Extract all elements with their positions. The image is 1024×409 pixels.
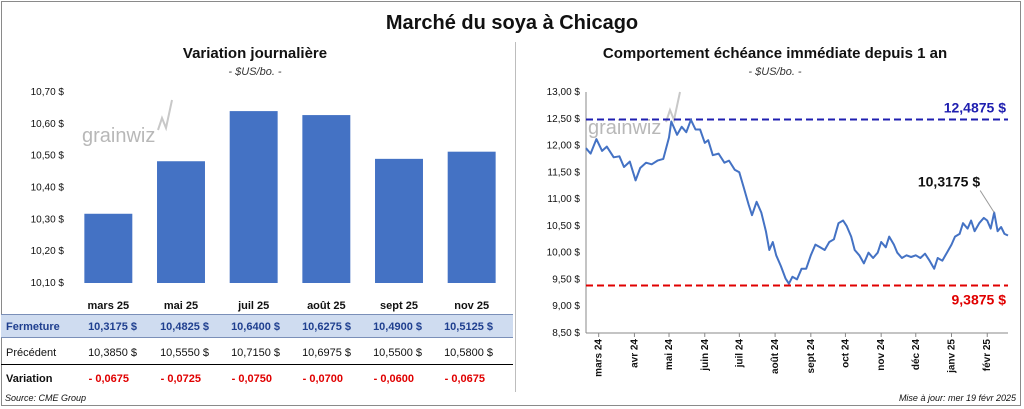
y-tick-label: 10,10 $ [31,278,65,289]
watermark-mark-icon [157,99,173,132]
watermark-text: grainwiz [588,117,661,139]
table-cell: - 0,0600 [373,373,414,385]
table-row-precedent: Précédent 10,3850 $ 10,5550 $ 10,7150 $ … [1,341,513,365]
table-cell: 10,5125 $ [444,321,493,333]
table-cell: - 0,0700 [302,373,343,385]
table-cell: 10,5800 $ [444,347,493,359]
y-tick-label: 10,00 $ [547,248,581,259]
y-tick-label: 8,50 $ [552,328,580,339]
table-cell: 10,4825 $ [160,321,209,333]
bar [157,161,205,283]
y-tick-label: 13,00 $ [547,87,581,98]
row-label: Fermeture [6,321,60,333]
watermark-mark-icon [665,91,681,124]
watermark-text: grainwiz [82,125,155,147]
bar [302,115,351,284]
y-tick-label: 10,70 $ [31,87,65,98]
x-tick-label: déc 24 [911,339,922,371]
x-tick-label: janv 25 [947,339,958,374]
y-tick-label: 10,30 $ [31,214,65,225]
category-label: mars 25 [88,300,130,312]
table-cell: - 0,0725 [160,373,201,385]
y-tick-label: 12,50 $ [547,114,581,125]
table-cell: 10,6275 $ [302,321,351,333]
table-row-fermeture: Fermeture 10,3175 $ 10,4825 $ 10,6400 $ … [1,314,513,338]
category-label: mai 25 [164,300,198,312]
category-label: sept 25 [380,300,418,312]
table-cell: 10,5500 $ [373,347,422,359]
bar-chart: 10,10 $ 10,20 $ 10,30 $ 10,40 $ 10,50 $ 10,60… [31,87,496,312]
x-tick-label: juin 24 [700,339,711,372]
y-tick-label: 9,50 $ [552,274,580,285]
high-reference-label: 12,4875 $ [944,99,1006,115]
table-cell: 10,6975 $ [302,347,351,359]
left-panel-title: Variation journalière [182,45,328,62]
bar [84,213,133,283]
right-panel-subtitle: - $US/bo. - [748,66,802,78]
table-cell: - 0,0675 [444,373,485,385]
table-cell: 10,6400 $ [231,321,280,333]
y-tick-label: 9,00 $ [552,301,580,312]
y-tick-label: 10,50 $ [547,221,581,232]
bar [375,158,423,283]
left-panel-subtitle: - $US/bo. - [228,66,282,78]
y-tick-label: 12,00 $ [547,141,581,152]
table-cell: - 0,0750 [231,373,272,385]
update-note: Mise à jour: mer 19 févr 2025 [898,393,1016,403]
panel-divider [515,42,516,392]
x-tick-label: sept 24 [806,339,817,374]
right-panel-title: Comportement échéance immédiate depuis 1… [602,45,948,62]
x-tick-label: févr 25 [982,339,993,372]
y-tick-label: 10,50 $ [31,151,65,162]
low-reference-label: 9,3875 $ [952,291,1007,307]
bar [447,151,496,283]
x-tick-label: août 24 [770,339,781,374]
y-tick-label: 10,20 $ [31,246,65,257]
y-tick-label: 11,50 $ [547,167,580,178]
y-tick-label: 11,00 $ [547,194,580,205]
x-tick-label: nov 24 [876,339,887,371]
row-label: Variation [6,373,53,385]
x-tick-label: mai 24 [664,339,675,371]
line-chart: 8,50 $ 9,00 $ 9,50 $ 10,00 $ 10,50 $ 11,00 $ 1… [547,87,1009,377]
category-label: août 25 [307,300,346,312]
price-line [585,118,1009,285]
category-label: juil 25 [237,300,269,312]
y-tick-label: 10,60 $ [31,119,65,130]
x-tick-label: avr 24 [629,339,640,368]
row-label: Précédent [6,347,57,359]
annotation-leader [979,190,995,213]
main-title: Marché du soya à Chicago [385,12,639,34]
y-tick-label: 10,40 $ [31,183,65,194]
table-cell: 10,3850 $ [88,347,137,359]
x-tick-label: mars 24 [594,339,605,377]
x-tick-label: oct 24 [840,339,851,368]
bar [229,111,278,283]
source-note: Source: CME Group [5,393,87,403]
table-cell: 10,3175 $ [88,321,137,333]
x-tick-label: juil 24 [734,339,745,369]
table-cell: 10,7150 $ [231,347,280,359]
table-cell: 10,5550 $ [160,347,209,359]
table-cell: 10,4900 $ [373,321,422,333]
table-cell: - 0,0675 [88,373,129,385]
last-price-annotation: 10,3175 $ [918,174,980,190]
category-label: nov 25 [454,300,489,312]
table-row-variation: Variation - 0,0675 - 0,0725 - 0,0750 - 0… [1,367,513,391]
